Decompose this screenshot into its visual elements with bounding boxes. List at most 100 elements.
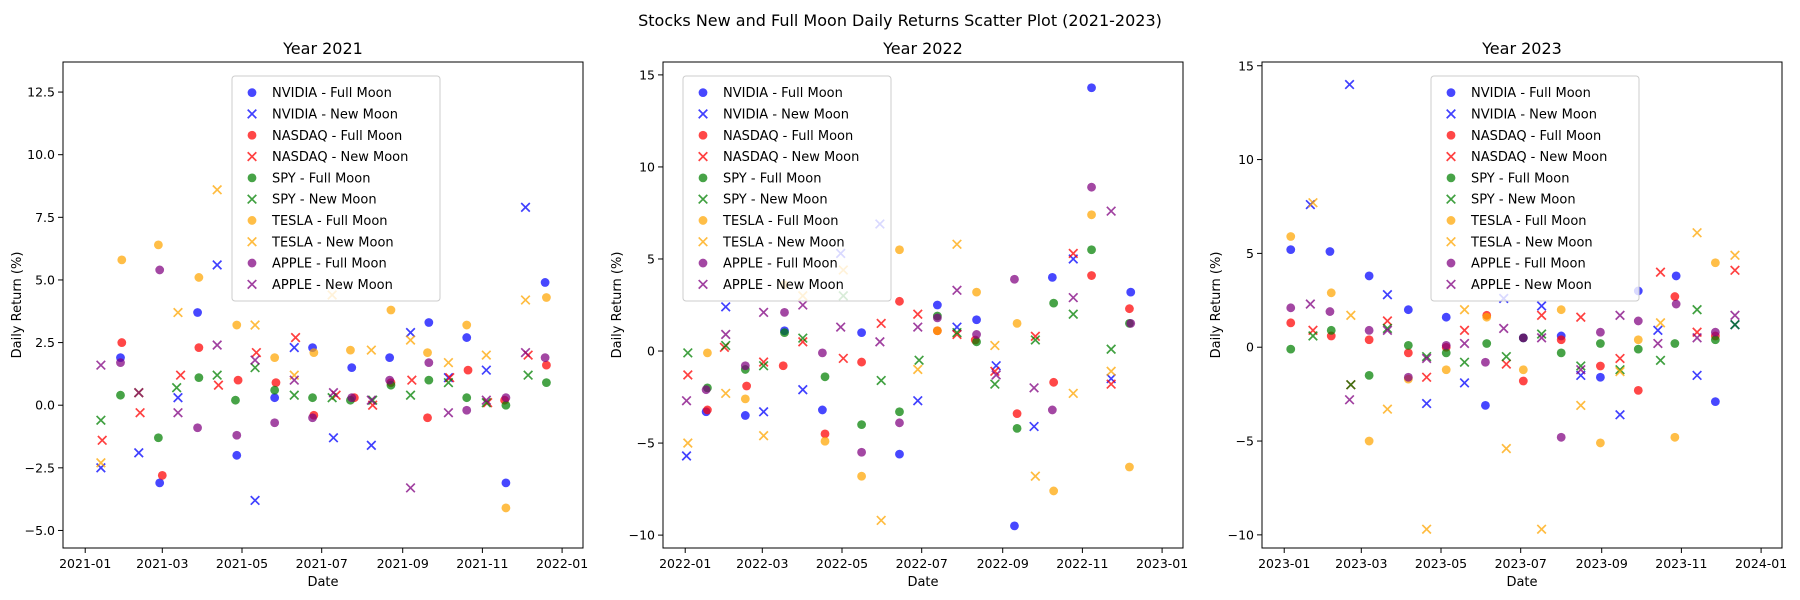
data-point bbox=[1286, 232, 1296, 241]
data-point bbox=[1403, 340, 1413, 350]
legend-frame bbox=[1430, 75, 1640, 302]
legend-label: TESLA - New Moon bbox=[1470, 235, 1593, 250]
data-point bbox=[194, 373, 204, 383]
data-point bbox=[1501, 443, 1512, 454]
data-point bbox=[405, 335, 416, 345]
data-point bbox=[212, 370, 223, 381]
data-point bbox=[952, 285, 962, 296]
y-tick-label: 12.5 bbox=[27, 85, 55, 100]
data-point bbox=[1087, 182, 1096, 192]
legend-marker bbox=[698, 258, 708, 268]
data-point bbox=[232, 320, 242, 330]
data-point bbox=[1518, 365, 1528, 375]
plots-container: Year 2021 2021-01 2021-03 2021-05 2021-07 202… bbox=[10, 39, 1787, 590]
legend-label: TESLA - Full Moon bbox=[722, 214, 839, 229]
legend-label: SPY - New Moon bbox=[1471, 193, 1576, 208]
data-point bbox=[1556, 432, 1566, 442]
legend-label: NVIDIA - New Moon bbox=[272, 107, 398, 122]
data-point bbox=[895, 245, 904, 255]
x-tick-label: 2022-11 bbox=[1056, 556, 1108, 571]
data-point bbox=[1710, 327, 1720, 337]
data-points bbox=[95, 184, 551, 513]
data-point bbox=[1652, 338, 1663, 349]
data-point bbox=[972, 337, 981, 347]
data-point bbox=[501, 393, 511, 403]
data-point bbox=[1498, 323, 1509, 334]
data-point bbox=[173, 307, 183, 318]
data-point bbox=[1286, 245, 1296, 255]
data-point bbox=[876, 318, 887, 329]
data-point bbox=[1710, 258, 1720, 268]
data-point bbox=[1536, 332, 1547, 343]
data-point bbox=[1308, 197, 1318, 208]
y-tick-label: 7.5 bbox=[35, 210, 55, 225]
data-point bbox=[972, 287, 981, 297]
data-point bbox=[1382, 316, 1393, 326]
scatter-plot-2: Year 2022 2022-01 2022-03 2022-05 2022-07 202… bbox=[610, 39, 1188, 590]
data-point bbox=[1441, 340, 1451, 350]
data-point bbox=[1481, 400, 1490, 410]
data-point bbox=[857, 471, 866, 481]
legend: NVIDIA - Full Moon NVIDIA - New Moon NASDA… bbox=[1430, 75, 1640, 302]
data-point bbox=[989, 340, 1000, 351]
data-point bbox=[271, 378, 281, 388]
data-point bbox=[1459, 338, 1470, 349]
data-point bbox=[932, 326, 942, 336]
data-point bbox=[740, 411, 750, 420]
plot-title: Year 2022 bbox=[882, 39, 963, 58]
data-point bbox=[1692, 304, 1702, 315]
data-point bbox=[193, 423, 202, 433]
data-point bbox=[523, 370, 534, 381]
data-point bbox=[912, 309, 923, 320]
data-point bbox=[991, 370, 1002, 380]
data-point bbox=[250, 362, 260, 373]
data-point bbox=[1030, 471, 1041, 482]
data-point bbox=[720, 340, 731, 351]
data-point bbox=[153, 240, 163, 250]
data-point bbox=[1012, 409, 1022, 419]
y-tick-label: −5 bbox=[1236, 434, 1254, 449]
data-point bbox=[1595, 327, 1605, 337]
data-point bbox=[820, 436, 830, 446]
data-point bbox=[1087, 271, 1096, 280]
legend-label: NVIDIA - New Moon bbox=[723, 107, 849, 122]
data-point bbox=[1308, 331, 1318, 341]
data-point bbox=[1421, 353, 1432, 364]
data-point bbox=[914, 355, 924, 366]
data-point bbox=[1615, 364, 1625, 375]
legend-marker bbox=[698, 194, 708, 205]
data-point bbox=[857, 357, 866, 367]
data-point bbox=[1047, 272, 1057, 282]
legend-marker bbox=[1446, 130, 1456, 140]
data-point bbox=[1459, 304, 1470, 315]
data-point bbox=[97, 435, 108, 446]
data-point bbox=[1029, 382, 1039, 393]
y-tick-label: −2.5 bbox=[25, 460, 55, 475]
data-point bbox=[1010, 274, 1019, 284]
data-point bbox=[1382, 404, 1393, 415]
data-point bbox=[1633, 344, 1643, 354]
x-tick-label: 2021-05 bbox=[216, 556, 268, 571]
legend-marker bbox=[1446, 151, 1456, 162]
plot-title: Year 2021 bbox=[282, 39, 363, 58]
data-points bbox=[1286, 79, 1740, 535]
data-point bbox=[797, 336, 808, 347]
y-tick-label: 0.0 bbox=[35, 398, 55, 413]
data-point bbox=[1595, 339, 1605, 348]
data-point bbox=[681, 451, 692, 461]
data-point bbox=[443, 357, 454, 368]
legend: NVIDIA - Full Moon NVIDIA - New Moon NASDA… bbox=[231, 75, 441, 302]
data-point bbox=[932, 313, 942, 323]
data-point bbox=[1556, 348, 1566, 358]
data-point bbox=[720, 388, 731, 399]
data-point bbox=[462, 320, 472, 330]
y-tick-label: −10 bbox=[1228, 527, 1254, 542]
data-point bbox=[1575, 361, 1586, 371]
data-point bbox=[424, 358, 434, 368]
x-tick-label: 2022-01 bbox=[659, 556, 711, 571]
data-point bbox=[1459, 325, 1470, 336]
data-point bbox=[1655, 317, 1666, 328]
x-tick-label: 2022-05 bbox=[816, 556, 868, 571]
data-point bbox=[423, 348, 432, 357]
data-point bbox=[857, 420, 866, 430]
